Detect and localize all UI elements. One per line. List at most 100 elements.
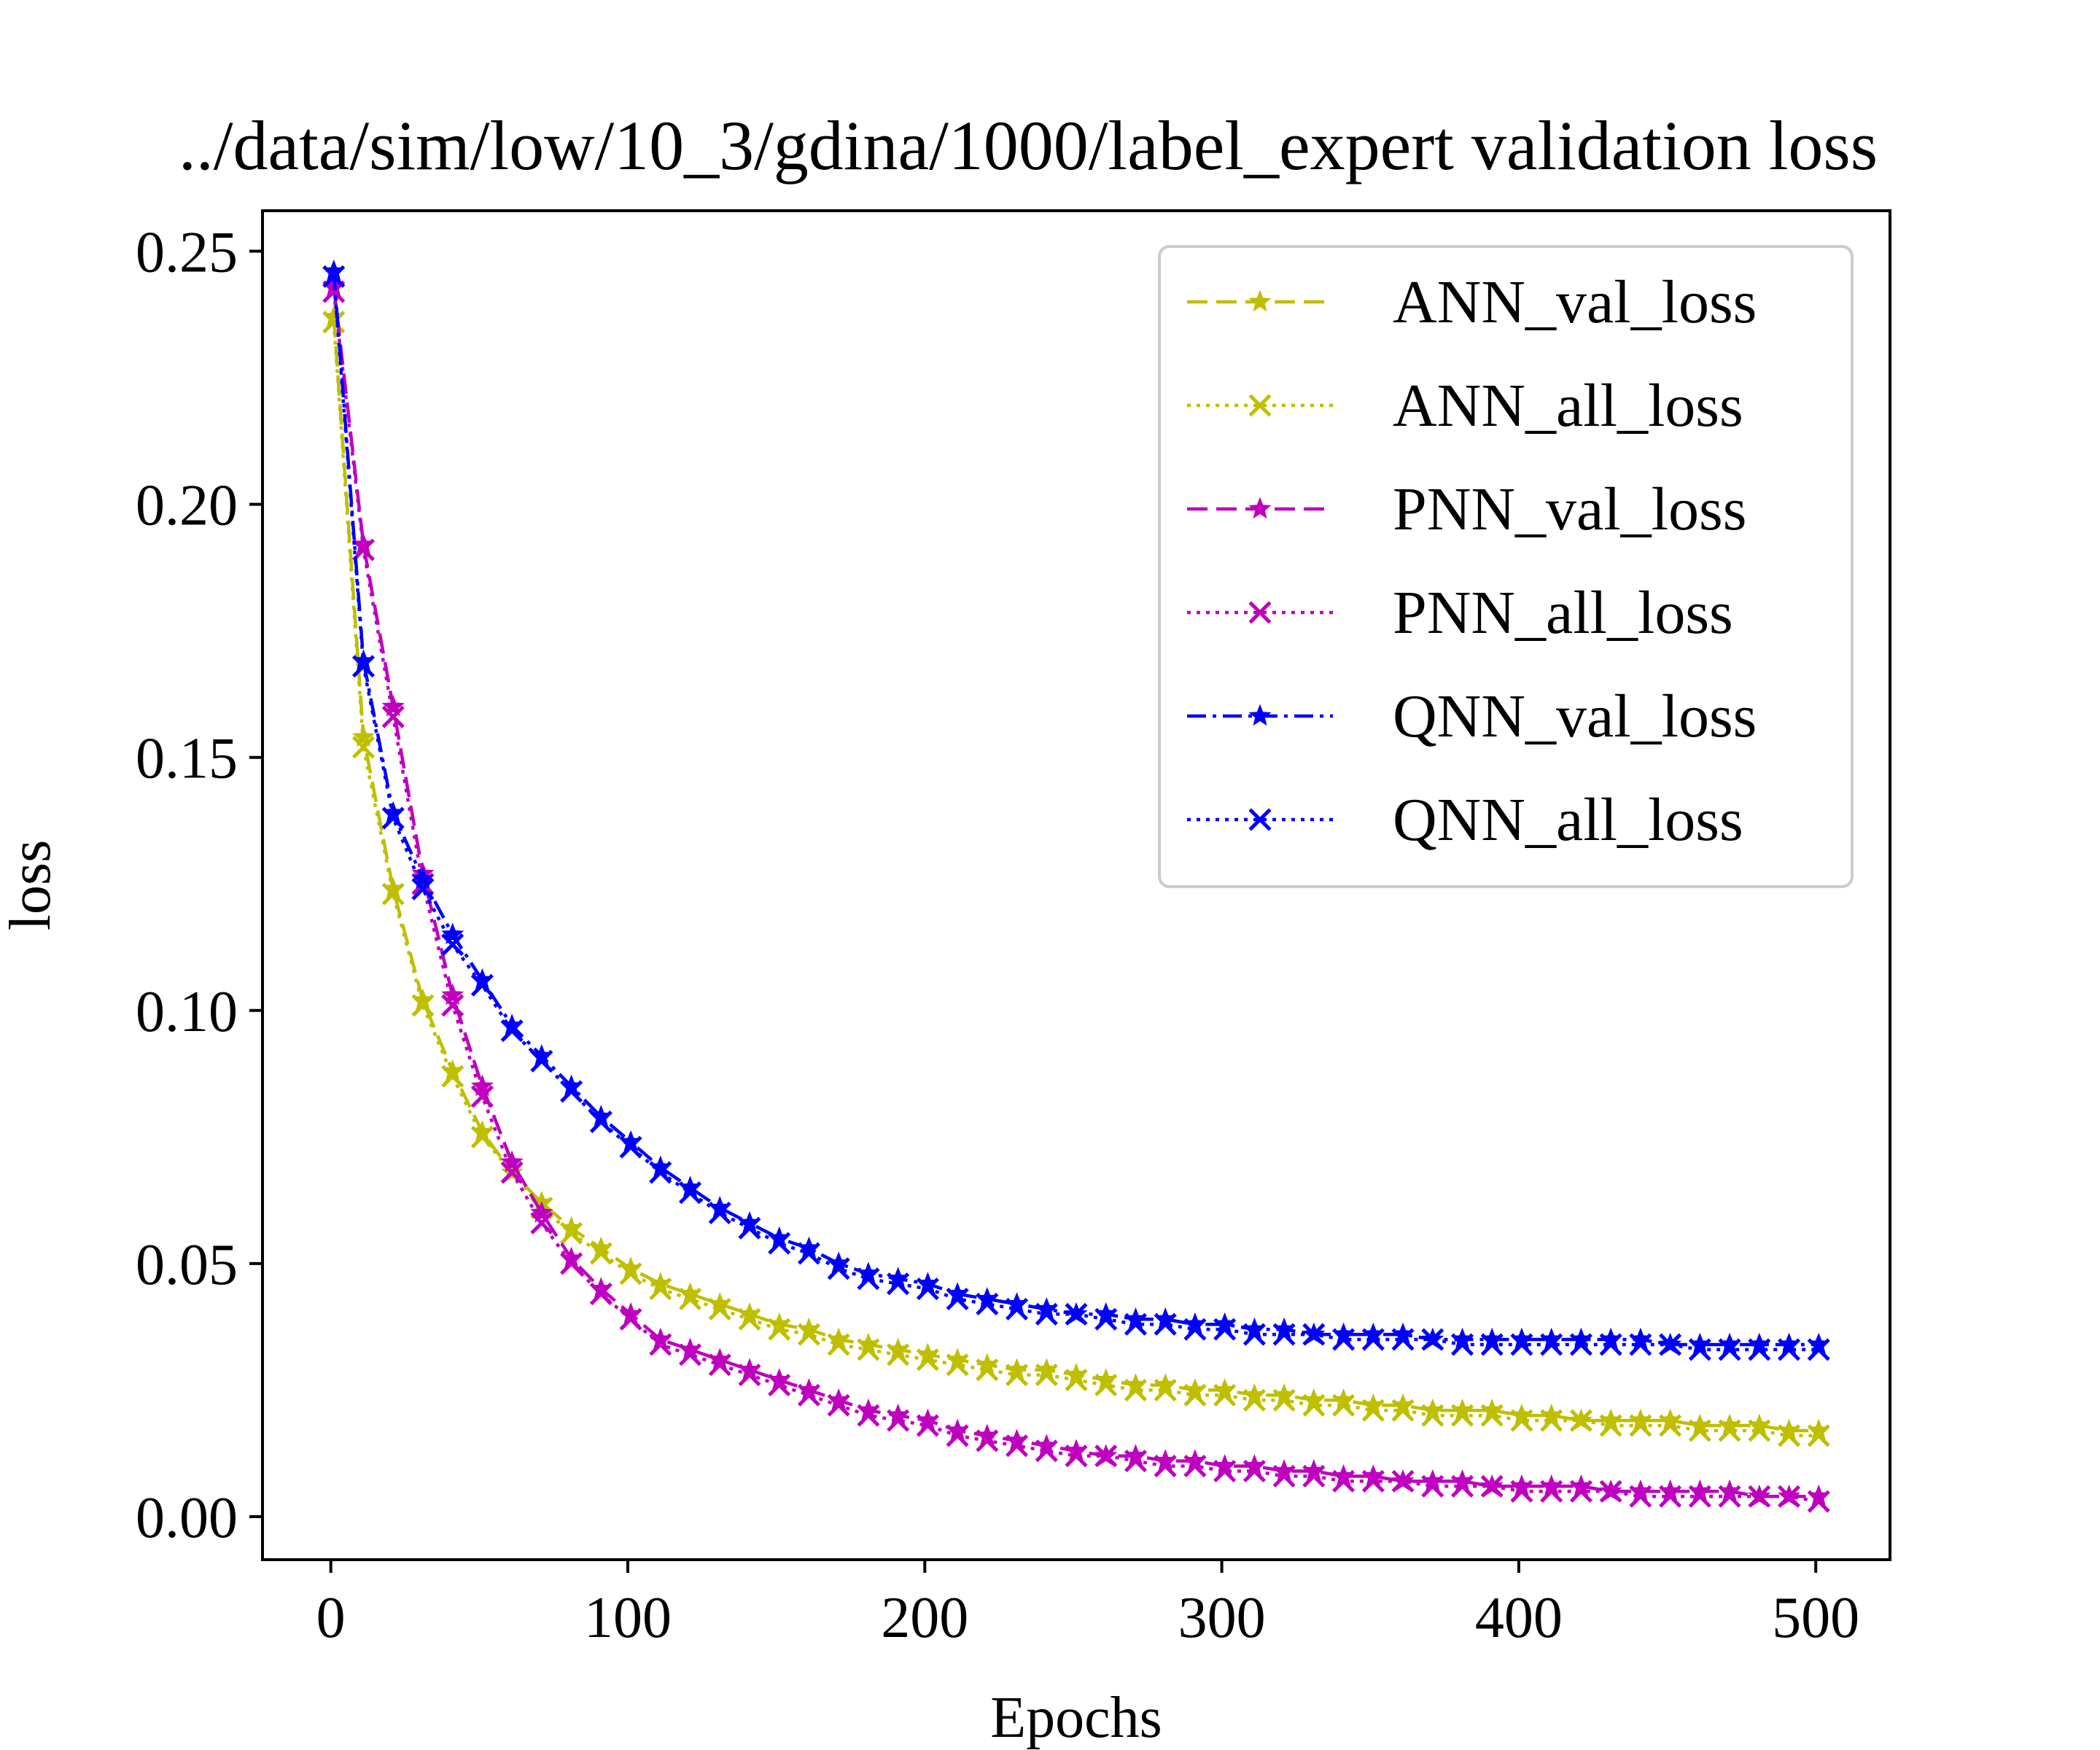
chart-title: ../data/sim/low/10_3/gdina/1000/label_ex…	[179, 106, 1878, 184]
data-point-x	[1450, 1404, 1474, 1427]
data-point-x	[1248, 394, 1272, 417]
data-point-x	[1540, 1479, 1563, 1503]
data-point-x	[560, 1252, 583, 1275]
data-point-star	[381, 694, 405, 717]
data-point-x	[1332, 1393, 1356, 1417]
data-point-x	[1688, 1419, 1711, 1442]
data-point-x	[887, 1272, 910, 1296]
data-point-x	[1599, 1414, 1622, 1437]
legend-entry: QNN_val_loss	[1187, 682, 1757, 750]
y-tick-label: 0.00	[136, 1486, 238, 1550]
data-point-x	[678, 1181, 702, 1205]
data-point-x	[1124, 1378, 1147, 1401]
data-point-x	[738, 1364, 761, 1387]
data-point-x	[946, 1287, 969, 1311]
data-point-x	[916, 1348, 939, 1372]
data-point-x	[351, 655, 376, 678]
x-tick-label: 0	[316, 1586, 346, 1650]
data-point-x	[1065, 1444, 1088, 1468]
data-point-x	[1094, 1373, 1118, 1397]
data-point-x	[827, 1257, 850, 1280]
data-point-star	[1248, 289, 1272, 312]
data-point-x	[1450, 1333, 1474, 1356]
data-point-x	[589, 1283, 612, 1306]
data-point-x	[1361, 1328, 1385, 1351]
y-tick-label: 0.05	[136, 1233, 238, 1297]
data-point-x	[530, 1211, 553, 1234]
data-point-x	[500, 1161, 524, 1184]
data-point-star	[470, 1074, 494, 1097]
data-point-x	[1569, 1333, 1592, 1356]
data-point-x	[946, 1424, 969, 1447]
data-point-star	[441, 922, 464, 944]
data-point-x	[1242, 1388, 1266, 1412]
legend-entry: PNN_all_loss	[1187, 579, 1733, 647]
legend-label: PNN_val_loss	[1393, 475, 1746, 543]
data-point-x	[1748, 1419, 1771, 1442]
series-QNN_all_loss	[322, 265, 1830, 1361]
data-point-x	[708, 1201, 731, 1225]
data-point-x	[322, 265, 346, 288]
y-ticks: 0.00 0.05 0.10 0.15 0.20 0.25	[136, 221, 262, 1550]
legend: ANN_val_loss ANN_all_loss PNN_val_loss PNN_…	[1158, 245, 1854, 888]
data-point-x	[1807, 1490, 1830, 1513]
data-point-x	[619, 1262, 642, 1286]
data-point-x	[797, 1383, 820, 1407]
legend-label: ANN_val_loss	[1393, 268, 1757, 336]
data-point-x	[1777, 1485, 1801, 1508]
x-tick-label: 100	[584, 1586, 672, 1650]
data-point-x	[1302, 1393, 1326, 1417]
data-point-x	[411, 877, 435, 901]
data-point-x	[708, 1297, 731, 1321]
data-point-x	[1154, 1312, 1177, 1336]
data-point-x	[322, 280, 346, 303]
data-point-x	[1748, 1485, 1771, 1508]
x-tick-label: 300	[1178, 1586, 1266, 1650]
data-point-x	[1272, 1323, 1296, 1346]
data-point-x	[976, 1292, 999, 1315]
data-point-x	[1718, 1485, 1741, 1508]
y-tick-label: 0.20	[136, 474, 238, 538]
x-ticks: 0 100 200 300 400 500	[316, 1560, 1859, 1650]
data-point-x	[1065, 1302, 1088, 1326]
data-point-x	[619, 1135, 642, 1159]
data-point-x	[887, 1409, 910, 1432]
data-point-x	[1629, 1414, 1652, 1437]
data-point-x	[1183, 1383, 1207, 1407]
data-point-x	[1065, 1369, 1088, 1392]
data-point-x	[1629, 1485, 1652, 1508]
data-point-x	[1421, 1404, 1444, 1427]
data-point-x	[1272, 1464, 1296, 1488]
data-point-x	[560, 1221, 583, 1245]
data-point-x	[619, 1307, 642, 1331]
data-point-x	[1807, 1424, 1830, 1447]
data-point-x	[797, 1323, 820, 1346]
x-tick-label: 200	[881, 1586, 968, 1650]
data-point-x	[470, 973, 494, 997]
data-point-x	[1599, 1479, 1622, 1503]
data-point-x	[1183, 1455, 1207, 1478]
data-point-x	[857, 1404, 880, 1427]
data-point-star	[441, 983, 464, 1006]
data-point-x	[1718, 1419, 1741, 1442]
data-point-x	[1629, 1333, 1652, 1356]
data-point-x	[1361, 1469, 1385, 1493]
legend-label: QNN_val_loss	[1393, 682, 1757, 750]
data-point-x	[500, 1019, 524, 1043]
data-point-x	[738, 1307, 761, 1331]
data-point-x	[1035, 1364, 1058, 1387]
data-point-x	[351, 538, 376, 561]
data-point-x	[1777, 1424, 1801, 1447]
y-axis-label: loss	[0, 840, 63, 931]
data-point-x	[589, 1242, 612, 1265]
data-point-x	[649, 1333, 672, 1356]
data-point-x	[1124, 1450, 1147, 1473]
data-point-x	[1124, 1312, 1147, 1336]
y-tick-label: 0.15	[136, 727, 238, 791]
data-point-x	[1213, 1459, 1237, 1483]
data-point-x	[1659, 1485, 1682, 1508]
data-point-x	[1659, 1414, 1682, 1437]
data-point-x	[1213, 1318, 1237, 1341]
data-point-x	[1183, 1318, 1207, 1341]
data-point-star	[1248, 704, 1272, 726]
